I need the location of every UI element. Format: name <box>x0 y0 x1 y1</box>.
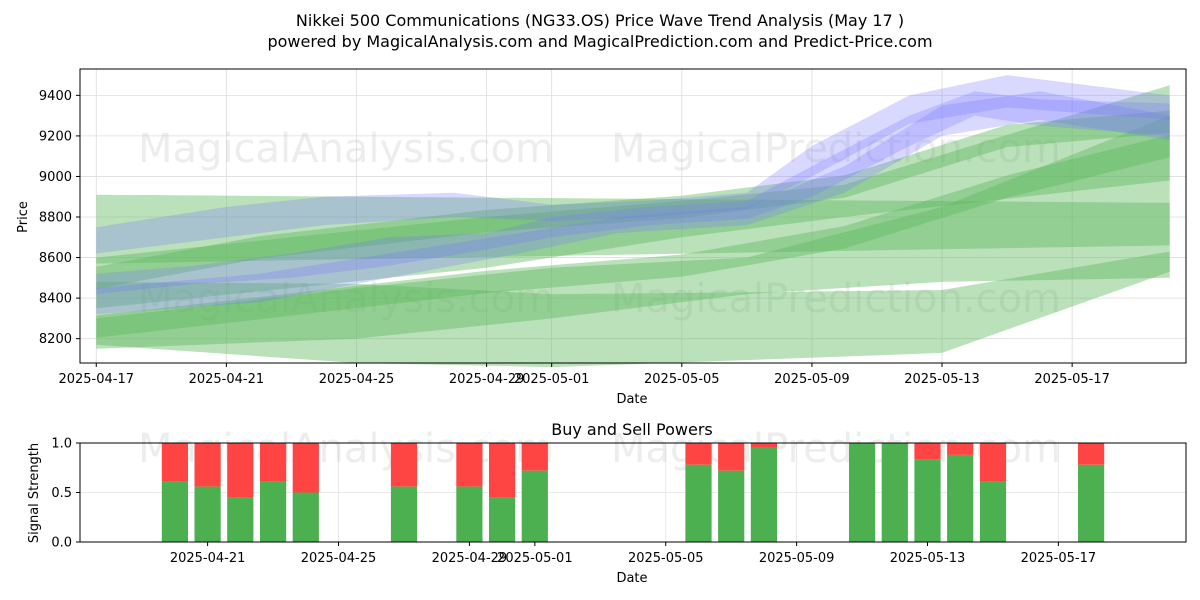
price-x-tick-label: 2025-05-01 <box>514 372 590 387</box>
sell-power-bar <box>292 443 319 493</box>
sell-power-bar <box>161 443 188 482</box>
price-y-axis-label: Price <box>16 201 31 233</box>
price-y-tick-label: 8600 <box>39 251 72 266</box>
price-y-tick-label: 8800 <box>39 211 72 226</box>
price-panel: MagicalAnalysis.com MagicalPrediction.com… <box>16 68 1187 407</box>
buy-power-bar <box>489 497 516 542</box>
price-x-tick-label: 2025-04-25 <box>319 372 395 387</box>
sell-power-bar <box>1078 443 1105 465</box>
buy-power-bar <box>849 443 876 542</box>
buy-power-bar <box>1078 464 1105 542</box>
price-x-tick-label: 2025-05-17 <box>1034 372 1110 387</box>
buy-power-bar <box>914 459 941 542</box>
price-x-tick-label: 2025-04-21 <box>189 372 265 387</box>
signal-bars <box>161 443 1105 542</box>
price-y-tick-label: 8400 <box>39 292 72 307</box>
price-grid <box>80 69 1186 363</box>
price-band-blue <box>96 91 1170 295</box>
signal-y-tick-label: 0.5 <box>51 486 72 501</box>
price-band-green <box>96 110 1170 289</box>
buy-power-bar <box>685 464 712 542</box>
buy-power-bar <box>947 454 974 542</box>
buy-power-bar <box>456 486 483 542</box>
watermark-text: MagicalAnalysis.com <box>138 276 554 322</box>
price-band-green <box>96 115 1170 349</box>
signal-x-axis-label: Date <box>616 571 647 586</box>
price-x-tick-label: 2025-04-17 <box>58 372 134 387</box>
buy-power-bar <box>750 447 777 542</box>
signal-x-tick-label: 2025-05-09 <box>759 551 835 566</box>
sell-power-bar <box>750 443 777 448</box>
price-watermarks: MagicalAnalysis.com MagicalPrediction.com… <box>138 126 1061 322</box>
price-band-blue <box>96 91 1170 315</box>
buy-power-bar <box>979 481 1007 542</box>
sell-power-bar <box>521 443 548 471</box>
price-y-tick-label: 9000 <box>39 170 72 185</box>
signal-x-tick-label: 2025-04-25 <box>301 551 377 566</box>
price-y-ticks: 8200 8400 8600 8800 9000 9200 9400 <box>39 89 80 347</box>
signal-y-tick-label: 0.0 <box>51 536 72 551</box>
buy-power-bar <box>718 470 745 542</box>
price-x-ticks: 2025-04-17 2025-04-21 2025-04-25 2025-04-29… <box>58 363 1110 387</box>
signal-x-tick-label: 2025-04-21 <box>170 551 246 566</box>
signal-x-tick-label: 2025-04-29 <box>432 551 508 566</box>
chart-title-line2: powered by MagicalAnalysis.com and Magic… <box>267 32 932 51</box>
sell-power-bar <box>947 443 974 455</box>
watermark-text: MagicalAnalysis.com <box>138 126 554 172</box>
price-x-tick-label: 2025-05-09 <box>774 372 850 387</box>
sell-power-bar <box>194 443 221 487</box>
price-x-tick-label: 2025-05-05 <box>644 372 720 387</box>
price-plot-frame <box>79 68 1187 364</box>
sell-power-bar <box>390 443 418 487</box>
price-band-green <box>96 85 1170 309</box>
buy-power-bar <box>194 486 221 542</box>
price-y-tick-label: 9400 <box>39 89 72 104</box>
price-x-tick-label: 2025-04-29 <box>449 372 525 387</box>
watermark-text: MagicalPrediction.com <box>611 126 1061 172</box>
buy-power-bar <box>260 481 287 542</box>
signal-panel: Buy and Sell Powers MagicalAnalysis.com M… <box>27 420 1187 586</box>
buy-power-bar <box>390 486 418 542</box>
buy-power-bar <box>521 470 548 542</box>
signal-x-tick-label: 2025-05-05 <box>628 551 704 566</box>
price-bands <box>96 75 1170 368</box>
signal-y-ticks: 0.0 0.5 1.0 <box>51 437 80 551</box>
price-y-tick-label: 8200 <box>39 332 72 347</box>
buy-power-bar <box>292 492 319 542</box>
sell-power-bar <box>685 443 712 465</box>
buy-power-bar <box>161 481 188 542</box>
signal-x-tick-label: 2025-05-13 <box>890 551 966 566</box>
buy-power-bar <box>881 443 908 542</box>
signal-x-tick-label: 2025-05-01 <box>497 551 573 566</box>
sell-power-bar <box>489 443 516 498</box>
price-band-blue <box>96 75 1170 254</box>
buy-power-bar <box>227 497 254 542</box>
sell-power-bar <box>718 443 745 471</box>
sell-power-bar <box>914 443 941 460</box>
signal-x-ticks: 2025-04-21 2025-04-25 2025-04-292025-05-01… <box>170 542 1096 566</box>
price-band-green <box>96 251 1170 368</box>
price-x-axis-label: Date <box>616 392 647 407</box>
sell-power-bar <box>227 443 254 498</box>
price-band-green <box>96 194 1170 264</box>
price-band-green <box>96 134 1170 338</box>
signal-panel-title: Buy and Sell Powers <box>551 420 713 439</box>
price-x-tick-label: 2025-05-13 <box>904 372 980 387</box>
price-y-tick-label: 9200 <box>39 129 72 144</box>
watermark-text: MagicalPrediction.com <box>611 276 1061 322</box>
sell-power-bar <box>456 443 483 487</box>
sell-power-bar <box>260 443 287 482</box>
signal-x-tick-label: 2025-05-17 <box>1021 551 1097 566</box>
chart-title-line1: Nikkei 500 Communications (NG33.OS) Pric… <box>296 11 904 30</box>
signal-y-tick-label: 1.0 <box>51 437 72 452</box>
sell-power-bar <box>979 443 1007 482</box>
signal-y-axis-label: Signal Strength <box>27 443 42 543</box>
